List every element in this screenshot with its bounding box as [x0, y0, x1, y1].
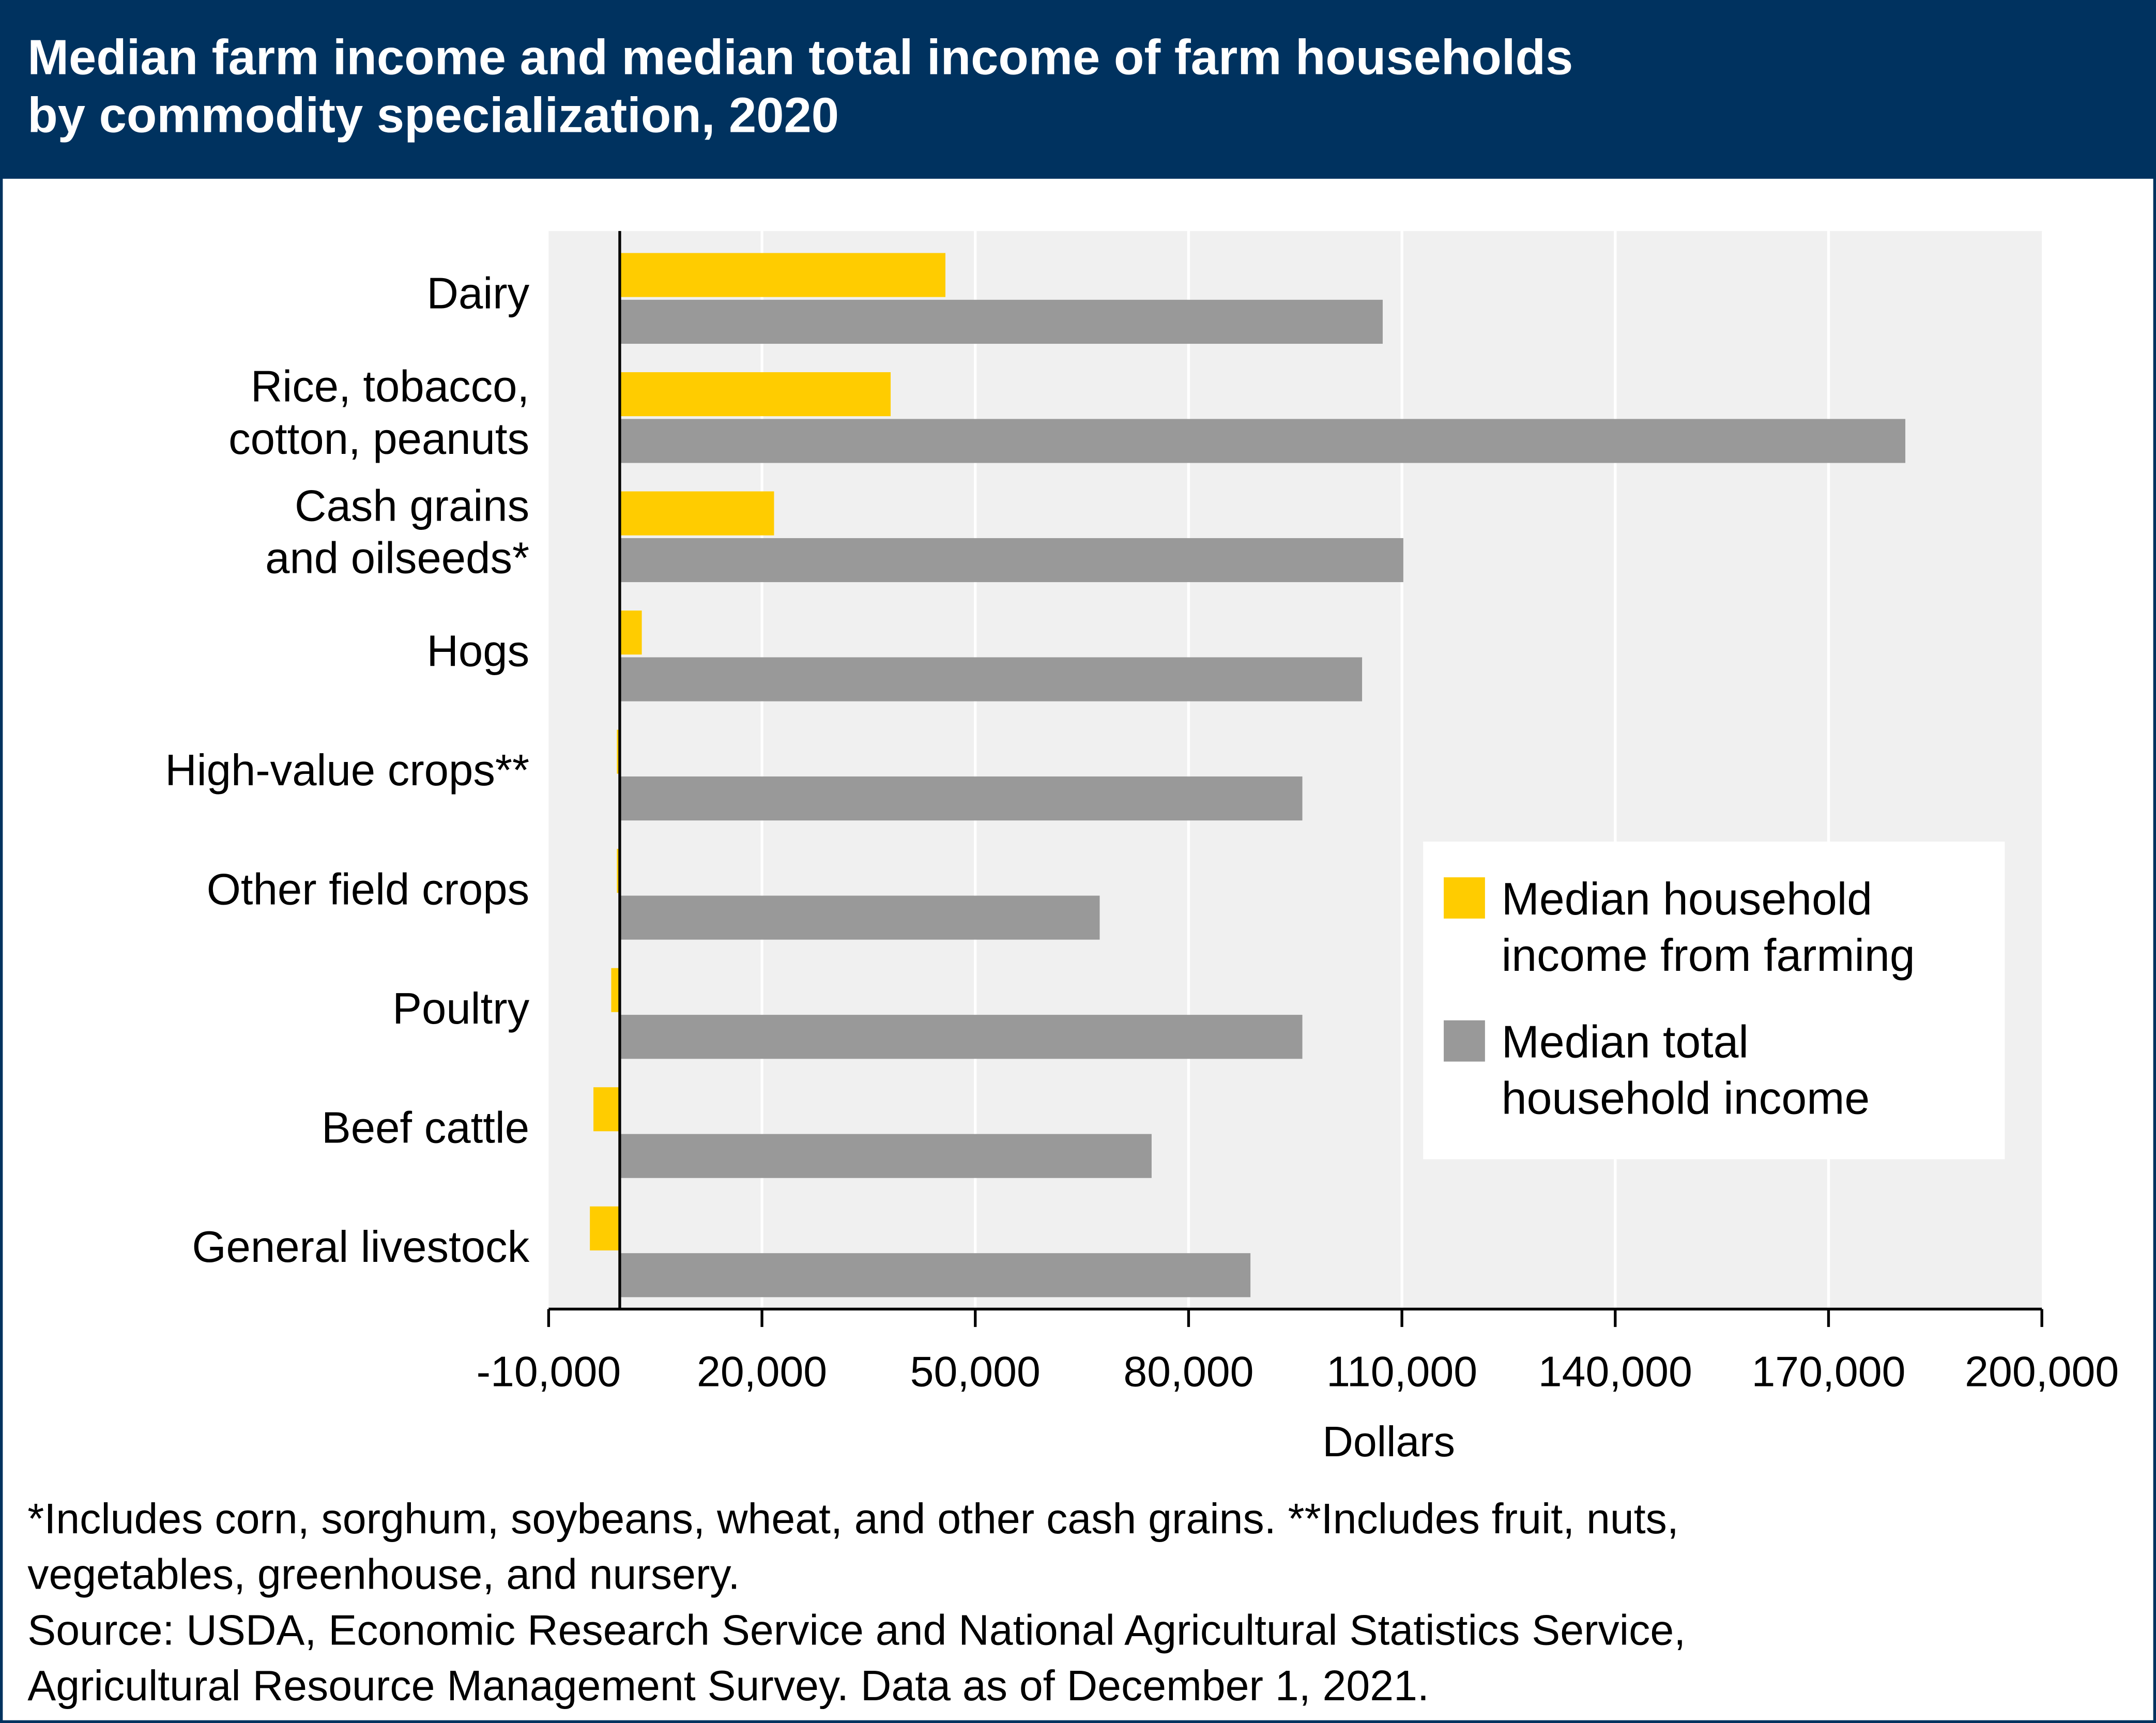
y-tick-label: Beef cattle [322, 1103, 529, 1152]
bar [619, 1253, 1251, 1298]
bar [617, 729, 620, 774]
bar [619, 253, 945, 297]
bar [619, 419, 1906, 463]
bar [590, 1206, 620, 1251]
x-tick-label: 170,000 [1751, 1348, 1905, 1395]
y-tick-label: Dairy [427, 269, 530, 318]
chart-title: Median farm income and median total inco… [27, 30, 1573, 85]
y-tick-label: Cash grains [295, 481, 529, 530]
legend-swatch [1444, 877, 1485, 919]
x-tick-label: 110,000 [1326, 1348, 1477, 1395]
bar [619, 538, 1403, 583]
y-tick-label: High-value crops** [165, 746, 529, 795]
x-tick-label: 200,000 [1965, 1348, 2119, 1395]
y-tick-label: Hogs [426, 627, 529, 676]
x-tick-label: -10,000 [477, 1348, 621, 1395]
footnote: Agricultural Resource Management Survey.… [27, 1662, 1429, 1710]
bar [619, 611, 642, 655]
legend-swatch [1444, 1020, 1485, 1062]
bar [619, 299, 1383, 344]
y-tick-label: cotton, peanuts [228, 415, 529, 464]
y-tick-label: and oilseeds* [265, 533, 529, 583]
footnote: Source: USDA, Economic Research Service … [27, 1606, 1686, 1654]
bar [617, 849, 620, 893]
legend-box [1423, 841, 2005, 1160]
x-axis-label: Dollars [1322, 1418, 1455, 1466]
bar [619, 491, 774, 536]
bar [619, 1134, 1152, 1178]
bar [619, 776, 1303, 821]
y-tick-label: Other field crops [207, 865, 529, 914]
legend-label: income from farming [1502, 930, 1915, 981]
x-tick-label: 140,000 [1538, 1348, 1692, 1395]
y-tick-label: General livestock [192, 1223, 529, 1272]
x-tick-label: 50,000 [910, 1348, 1041, 1395]
bar [619, 1015, 1303, 1059]
legend-label: Median total [1502, 1017, 1749, 1068]
bar [619, 895, 1100, 940]
bar [619, 372, 891, 417]
footnote: vegetables, greenhouse, and nursery. [27, 1551, 740, 1598]
legend-label: household income [1502, 1073, 1870, 1124]
chart-title: by commodity specialization, 2020 [27, 87, 839, 143]
bar [619, 657, 1363, 702]
legend-label: Median household [1502, 874, 1872, 924]
footnote: *Includes corn, sorghum, soybeans, wheat… [27, 1495, 1679, 1543]
x-tick-label: 20,000 [697, 1348, 827, 1395]
bar [593, 1087, 620, 1132]
y-tick-label: Poultry [392, 984, 529, 1033]
title-banner [0, 0, 2156, 179]
bar [611, 968, 620, 1012]
x-tick-label: 80,000 [1123, 1348, 1253, 1395]
y-tick-label: Rice, tobacco, [251, 362, 529, 411]
